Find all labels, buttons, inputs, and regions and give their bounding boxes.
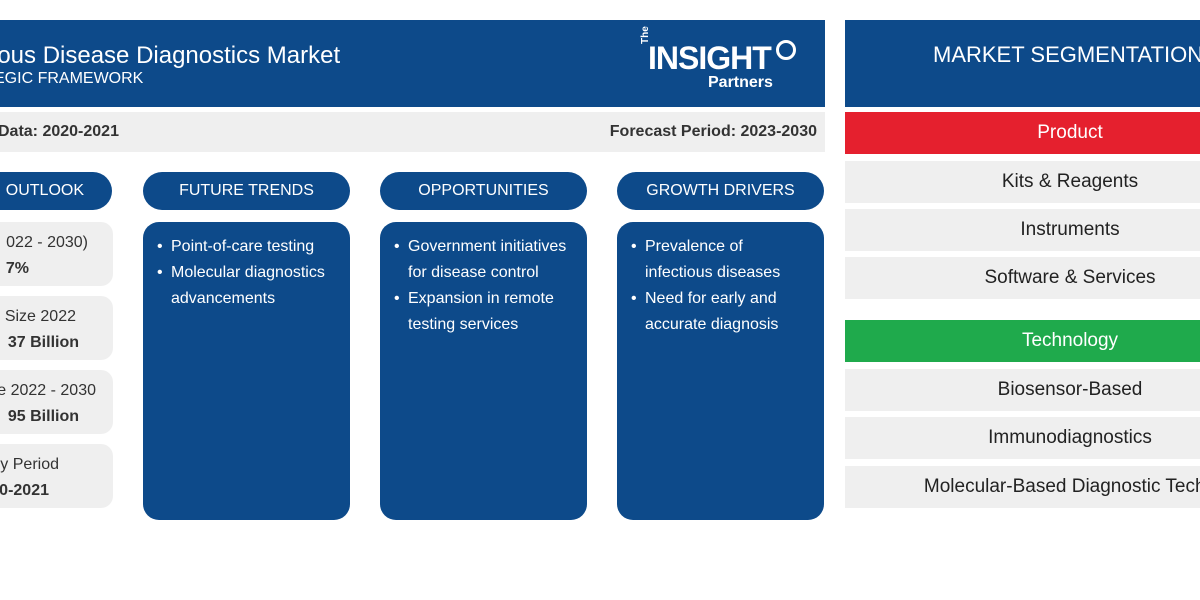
stat-cagr-label: 022 - 2030) xyxy=(6,234,88,251)
segment-technology-header: Technology xyxy=(845,320,1200,362)
future-trends-list: Point-of-care testing Molecular diagnost… xyxy=(157,234,336,312)
outlook-label: OUTLOOK xyxy=(5,182,84,199)
forecast-period: Forecast Period: 2023-2030 xyxy=(609,123,817,140)
market-segmentation-header: MARKET SEGMENTATION xyxy=(845,20,1200,107)
period-bar: Data: 2020-2021 Forecast Period: 2023-20… xyxy=(0,112,825,152)
future-trends-item: Point-of-care testing xyxy=(157,234,336,260)
growth-drivers-item: Prevalence of infectious diseases xyxy=(631,234,810,286)
segment-technology-label: Technology xyxy=(1021,330,1119,351)
segment-item-label: Kits & Reagents xyxy=(1001,171,1139,192)
opportunities-card: Government initiatives for disease contr… xyxy=(380,222,587,520)
logo-ring-icon xyxy=(776,40,796,60)
stat-revenue-label: e 2022 - 2030 xyxy=(0,382,96,399)
segment-item-label: Immunodiagnostics xyxy=(988,427,1152,448)
segment-item: Biosensor-Based xyxy=(845,369,1200,411)
segment-item-label: Biosensor-Based xyxy=(997,379,1143,400)
opportunities-list: Government initiatives for disease contr… xyxy=(394,234,573,338)
future-trends-item: Molecular diagnostics advancements xyxy=(157,260,336,312)
growth-drivers-list: Prevalence of infectious diseases Need f… xyxy=(631,234,810,338)
growth-drivers-pill: GROWTH DRIVERS xyxy=(617,172,824,210)
insight-partners-logo: The INSIGHT Partners xyxy=(640,26,810,94)
segment-item: Molecular-Based Diagnostic Techn xyxy=(845,466,1200,508)
outlook-pill: OUTLOOK xyxy=(0,172,112,210)
stat-cagr: 022 - 2030) 7% xyxy=(0,222,113,286)
future-trends-pill: FUTURE TRENDS xyxy=(143,172,350,210)
segment-item-label: Software & Services xyxy=(984,267,1156,288)
segment-item: Kits & Reagents xyxy=(845,161,1200,203)
stat-market-size-label: Size 2022 xyxy=(4,308,76,325)
stat-revenue: e 2022 - 2030 95 Billion xyxy=(0,370,113,434)
stat-revenue-value: 95 Billion xyxy=(7,408,79,425)
stat-market-size: Size 2022 37 Billion xyxy=(0,296,113,360)
growth-drivers-item: Need for early and accurate diagnosis xyxy=(631,286,810,338)
growth-drivers-card: Prevalence of infectious diseases Need f… xyxy=(617,222,824,520)
segment-item-label: Molecular-Based Diagnostic Techn xyxy=(923,476,1200,497)
segment-item: Immunodiagnostics xyxy=(845,417,1200,459)
historical-period: Data: 2020-2021 xyxy=(0,123,119,140)
stat-cagr-value: 7% xyxy=(5,260,29,277)
report-subtitle: EGIC FRAMEWORK xyxy=(0,70,144,87)
stat-history-label: y Period xyxy=(0,456,59,473)
stat-history: y Period 0-2021 xyxy=(0,444,113,508)
segment-product-header: Product xyxy=(845,112,1200,154)
logo-main-text: INSIGHT xyxy=(648,40,772,76)
segment-product-label: Product xyxy=(1037,122,1103,143)
logo-sub-text: Partners xyxy=(708,74,773,91)
segment-item: Instruments xyxy=(845,209,1200,251)
stat-market-size-value: 37 Billion xyxy=(7,334,79,351)
opportunities-pill: OPPORTUNITIES xyxy=(380,172,587,210)
segment-item-label: Instruments xyxy=(1020,219,1120,240)
segment-item: Software & Services xyxy=(845,257,1200,299)
market-segmentation-title: MARKET SEGMENTATION xyxy=(933,42,1200,67)
opportunities-item: Government initiatives for disease contr… xyxy=(394,234,573,286)
stat-history-value: 0-2021 xyxy=(0,482,49,499)
opportunities-item: Expansion in remote testing services xyxy=(394,286,573,338)
report-header: ious Disease Diagnostics Market EGIC FRA… xyxy=(0,20,825,107)
future-trends-card: Point-of-care testing Molecular diagnost… xyxy=(143,222,350,520)
report-title: ious Disease Diagnostics Market xyxy=(0,42,341,69)
